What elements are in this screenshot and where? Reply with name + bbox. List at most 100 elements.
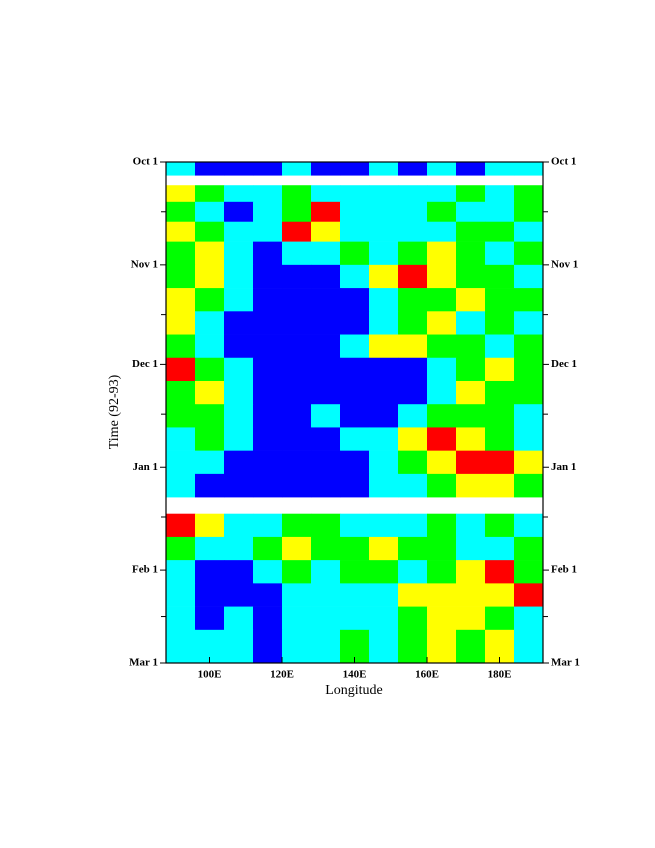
contour-cell — [166, 560, 196, 584]
contour-cell — [427, 221, 457, 242]
contour-cell — [485, 201, 515, 223]
contour-cell — [456, 560, 486, 584]
contour-cell — [224, 201, 254, 223]
contour-cell — [369, 264, 399, 289]
contour-cell — [427, 606, 457, 631]
contour-cell — [311, 583, 341, 607]
contour-cell — [311, 450, 341, 475]
contour-cell — [311, 357, 341, 382]
contour-cell — [340, 334, 370, 359]
contour-cell — [369, 606, 399, 631]
contour-cell — [224, 427, 254, 451]
contour-cell — [514, 536, 544, 561]
contour-cell — [311, 427, 341, 451]
contour-cell — [195, 162, 225, 176]
x-axis-title: Longitude — [325, 683, 383, 698]
contour-cell — [514, 583, 544, 607]
contour-cell — [427, 560, 457, 584]
contour-cell — [166, 241, 196, 266]
y-tick-label-right: Oct 1 — [551, 156, 576, 168]
contour-cell — [224, 513, 254, 538]
contour-cell — [427, 536, 457, 561]
contour-cell — [253, 583, 283, 607]
contour-cell — [224, 311, 254, 335]
contour-cell — [485, 380, 515, 405]
contour-cell — [369, 201, 399, 223]
contour-cell — [311, 380, 341, 405]
contour-cell — [398, 241, 428, 266]
contour-cell — [340, 264, 370, 289]
contour-cell — [369, 427, 399, 451]
contour-cell — [340, 357, 370, 382]
contour-cell — [514, 162, 544, 176]
contour-cell — [398, 185, 428, 203]
contour-cell — [427, 264, 457, 289]
contour-cell — [311, 404, 341, 428]
contour-cell — [166, 334, 196, 359]
contour-cell — [398, 221, 428, 242]
contour-cell — [398, 536, 428, 561]
contour-cell — [224, 583, 254, 607]
contour-cell — [282, 201, 312, 223]
contour-cell — [427, 357, 457, 382]
contour-cell — [456, 264, 486, 289]
contour-cell — [456, 583, 486, 607]
x-tick-label: 100E — [198, 669, 222, 681]
contour-cell — [253, 536, 283, 561]
contour-cell — [369, 560, 399, 584]
contour-cell — [456, 380, 486, 405]
x-tick-label: 160E — [415, 669, 439, 681]
contour-cell — [166, 473, 196, 498]
contour-cell — [427, 427, 457, 451]
contour-cell — [456, 629, 486, 664]
contour-cell — [195, 513, 225, 538]
contour-cell — [340, 162, 370, 176]
contour-cell — [253, 450, 283, 475]
contour-cell — [166, 536, 196, 561]
contour-cell — [224, 536, 254, 561]
contour-cell — [485, 450, 515, 475]
contour-cell — [398, 404, 428, 428]
contour-cell — [427, 450, 457, 475]
contour-cell — [485, 241, 515, 266]
contour-cell — [166, 201, 196, 223]
y-tick-label: Mar 1 — [129, 657, 158, 669]
contour-cell — [166, 450, 196, 475]
contour-cell — [253, 404, 283, 428]
contour-cell — [282, 221, 312, 242]
contour-cell — [195, 264, 225, 289]
contour-cell — [166, 221, 196, 242]
contour-cell — [369, 473, 399, 498]
contour-cell — [514, 513, 544, 538]
contour-cell — [166, 264, 196, 289]
contour-cell — [369, 357, 399, 382]
contour-cell — [282, 536, 312, 561]
contour-cell — [514, 311, 544, 335]
contour-cell — [340, 583, 370, 607]
x-tick-label: 140E — [343, 669, 367, 681]
contour-cell — [195, 450, 225, 475]
contour-cell — [369, 536, 399, 561]
contour-cell — [195, 583, 225, 607]
y-tick-label: Dec 1 — [132, 358, 158, 370]
contour-cell — [224, 629, 254, 664]
contour-cell — [311, 311, 341, 335]
contour-cell — [166, 427, 196, 451]
contour-cell — [253, 162, 283, 176]
y-tick-label-right: Nov 1 — [551, 258, 578, 270]
contour-cell — [485, 473, 515, 498]
contour-cell — [282, 606, 312, 631]
contour-cell — [369, 221, 399, 242]
contour-cell — [514, 629, 544, 664]
contour-cell — [456, 427, 486, 451]
contour-cell — [485, 334, 515, 359]
contour-cell — [195, 357, 225, 382]
contour-cell — [340, 288, 370, 312]
contour-cell — [195, 404, 225, 428]
contour-cell — [485, 264, 515, 289]
y-tick-label-right: Dec 1 — [551, 358, 577, 370]
contour-cell — [253, 606, 283, 631]
contour-cell — [398, 583, 428, 607]
contour-cell — [369, 404, 399, 428]
